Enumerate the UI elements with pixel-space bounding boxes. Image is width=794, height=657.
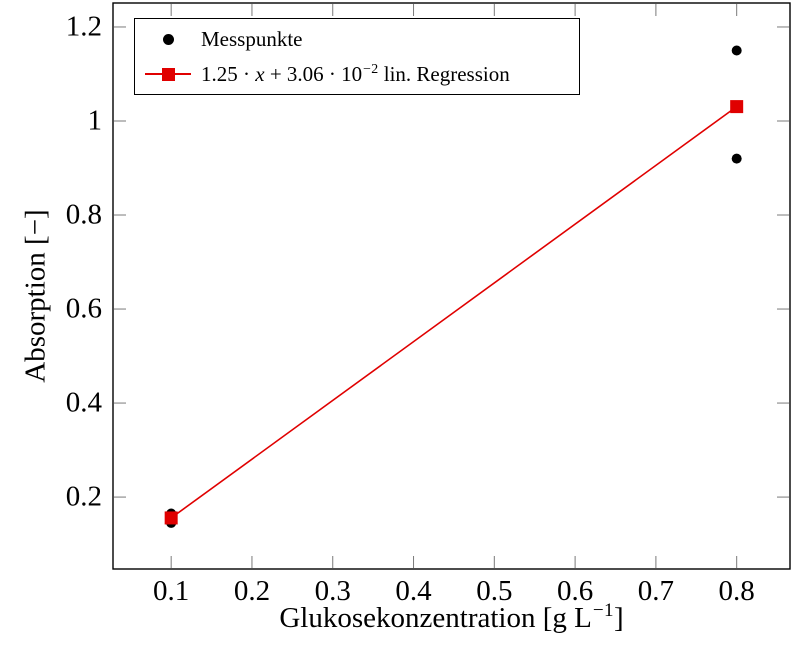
data-point bbox=[731, 45, 742, 56]
x-axis-title: Glukosekonzentration [g L−1] bbox=[113, 600, 790, 635]
x-tick-label: 0.7 bbox=[637, 575, 675, 607]
square-marker-icon bbox=[161, 67, 175, 81]
legend-item-messpunkte: Messpunkte bbox=[145, 27, 579, 51]
x-tick-label: 0.1 bbox=[153, 575, 190, 607]
x-tick-label: 0.3 bbox=[314, 575, 351, 607]
x-axis-title-text: Glukosekonzentration [g L bbox=[279, 602, 592, 634]
x-tick-label: 0.6 bbox=[556, 575, 594, 607]
data-point bbox=[731, 153, 742, 164]
x-tick-label: 0.8 bbox=[718, 575, 755, 607]
y-tick-label: 0.4 bbox=[65, 386, 102, 419]
legend-marker-area bbox=[145, 27, 191, 51]
regression-square-marker bbox=[730, 100, 744, 114]
legend-marker-area bbox=[145, 62, 191, 86]
legend-label-regression: 1.25 · x + 3.06 · 10−2 lin. Regression bbox=[201, 60, 510, 86]
y-tick-label: 0.6 bbox=[65, 292, 102, 325]
legend: Messpunkte 1.25 · x + 3.06 · 10−2 lin. R… bbox=[134, 18, 580, 95]
y-tick-label: 0.8 bbox=[65, 198, 102, 231]
regression-line bbox=[170, 105, 738, 519]
x-tick-label: 0.2 bbox=[233, 575, 271, 607]
plot-border bbox=[112, 2, 791, 570]
x-tick-label: 0.5 bbox=[476, 575, 513, 607]
x-axis-title-exponent: −1 bbox=[592, 600, 614, 622]
regression-square-marker bbox=[164, 511, 178, 525]
x-axis-title-bracket: ] bbox=[613, 602, 624, 634]
y-tick-label: 1 bbox=[87, 104, 103, 137]
circle-marker-icon bbox=[162, 33, 174, 45]
legend-item-regression: 1.25 · x + 3.06 · 10−2 lin. Regression bbox=[145, 60, 579, 86]
y-tick-label: 0.2 bbox=[65, 480, 102, 513]
y-tick-label: 1.2 bbox=[65, 10, 102, 43]
x-tick-label: 0.4 bbox=[395, 575, 432, 607]
legend-label-messpunkte: Messpunkte bbox=[201, 26, 303, 51]
